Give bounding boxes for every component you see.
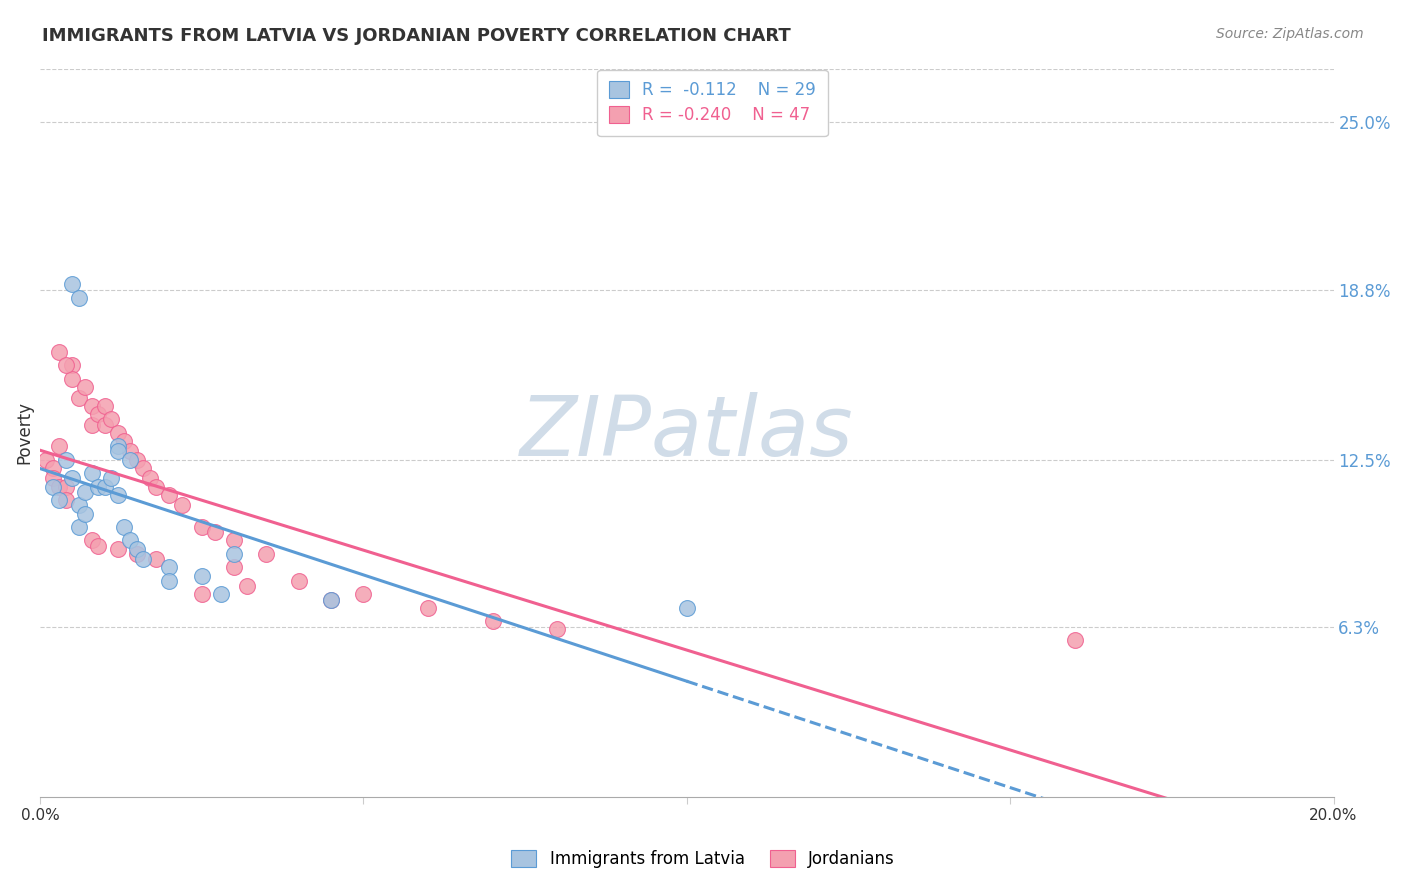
- Point: [222, 547, 245, 561]
- Legend: Immigrants from Latvia, Jordanians: Immigrants from Latvia, Jordanians: [505, 843, 901, 875]
- Point: [222, 560, 245, 574]
- Point: [145, 552, 167, 566]
- Point: [42, 479, 65, 493]
- Point: [67, 391, 90, 405]
- Point: [157, 488, 180, 502]
- Point: [42, 471, 65, 485]
- Point: [67, 499, 90, 513]
- Point: [204, 525, 226, 540]
- Text: ZIPatlas: ZIPatlas: [520, 392, 853, 473]
- Point: [139, 471, 162, 485]
- Point: [93, 399, 115, 413]
- Point: [1063, 633, 1085, 648]
- Point: [352, 587, 374, 601]
- Point: [60, 277, 83, 292]
- Point: [190, 587, 212, 601]
- Point: [254, 547, 277, 561]
- Point: [236, 579, 259, 593]
- Point: [107, 444, 129, 458]
- Point: [87, 539, 110, 553]
- Point: [87, 407, 110, 421]
- Point: [190, 520, 212, 534]
- Text: IMMIGRANTS FROM LATVIA VS JORDANIAN POVERTY CORRELATION CHART: IMMIGRANTS FROM LATVIA VS JORDANIAN POVE…: [42, 27, 792, 45]
- Point: [35, 452, 58, 467]
- Point: [120, 444, 142, 458]
- Point: [75, 484, 97, 499]
- Point: [157, 560, 180, 574]
- Point: [287, 574, 309, 588]
- Point: [222, 533, 245, 548]
- Point: [145, 479, 167, 493]
- Point: [60, 372, 83, 386]
- Point: [125, 452, 148, 467]
- Point: [60, 471, 83, 485]
- Point: [157, 574, 180, 588]
- Point: [42, 460, 65, 475]
- Point: [48, 493, 70, 508]
- Point: [172, 499, 194, 513]
- Point: [107, 439, 129, 453]
- Point: [125, 541, 148, 556]
- Point: [75, 380, 97, 394]
- Point: [112, 434, 135, 448]
- Point: [132, 552, 155, 566]
- Point: [319, 592, 342, 607]
- Point: [80, 417, 103, 432]
- Point: [675, 600, 697, 615]
- Point: [416, 600, 439, 615]
- Point: [75, 507, 97, 521]
- Point: [100, 412, 122, 426]
- Point: [107, 541, 129, 556]
- Point: [209, 587, 232, 601]
- Point: [60, 358, 83, 372]
- Point: [190, 568, 212, 582]
- Point: [546, 623, 568, 637]
- Point: [125, 547, 148, 561]
- Point: [48, 344, 70, 359]
- Point: [48, 479, 70, 493]
- Point: [67, 291, 90, 305]
- Point: [132, 460, 155, 475]
- Text: Source: ZipAtlas.com: Source: ZipAtlas.com: [1216, 27, 1364, 41]
- Point: [48, 439, 70, 453]
- Point: [80, 466, 103, 480]
- Point: [93, 417, 115, 432]
- Y-axis label: Poverty: Poverty: [15, 401, 32, 464]
- Point: [80, 533, 103, 548]
- Point: [87, 479, 110, 493]
- Point: [481, 615, 503, 629]
- Point: [55, 358, 77, 372]
- Point: [67, 520, 90, 534]
- Point: [112, 520, 135, 534]
- Point: [319, 592, 342, 607]
- Legend: R =  -0.112    N = 29, R = -0.240    N = 47: R = -0.112 N = 29, R = -0.240 N = 47: [598, 70, 828, 136]
- Point: [55, 452, 77, 467]
- Point: [120, 452, 142, 467]
- Point: [107, 488, 129, 502]
- Point: [55, 493, 77, 508]
- Point: [107, 425, 129, 440]
- Point: [93, 479, 115, 493]
- Point: [55, 479, 77, 493]
- Point: [120, 533, 142, 548]
- Point: [80, 399, 103, 413]
- Point: [100, 471, 122, 485]
